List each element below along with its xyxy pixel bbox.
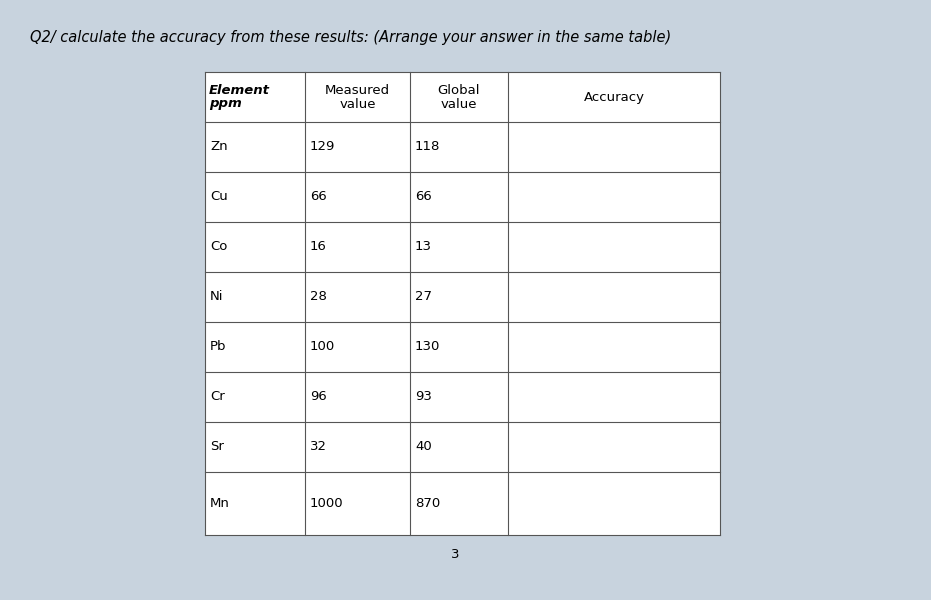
Text: 32: 32	[310, 440, 327, 454]
Text: 100: 100	[310, 340, 335, 353]
Text: Pb: Pb	[210, 340, 226, 353]
Text: 66: 66	[415, 191, 432, 203]
Text: 3: 3	[451, 548, 459, 561]
Text: 118: 118	[415, 140, 440, 154]
Text: Cr: Cr	[210, 391, 224, 403]
Text: value: value	[339, 97, 376, 110]
Text: Element: Element	[209, 83, 270, 97]
Text: Q2/ calculate the accuracy from these results: (Arrange your answer in the same : Q2/ calculate the accuracy from these re…	[30, 30, 671, 45]
Text: 13: 13	[415, 241, 432, 253]
Text: 66: 66	[310, 191, 327, 203]
Text: 96: 96	[310, 391, 327, 403]
Text: Accuracy: Accuracy	[584, 91, 644, 103]
Text: 93: 93	[415, 391, 432, 403]
Text: 130: 130	[415, 340, 440, 353]
Text: value: value	[440, 97, 478, 110]
Bar	[205, 72, 720, 535]
Text: Cu: Cu	[210, 191, 228, 203]
Text: Global: Global	[438, 83, 480, 97]
Text: Measured: Measured	[325, 83, 390, 97]
Text: Zn: Zn	[210, 140, 227, 154]
Text: Ni: Ni	[210, 290, 223, 304]
Text: 870: 870	[415, 497, 440, 510]
Text: 16: 16	[310, 241, 327, 253]
Text: 129: 129	[310, 140, 335, 154]
Text: Co: Co	[210, 241, 227, 253]
Text: ppm: ppm	[209, 97, 242, 110]
Text: Mn: Mn	[210, 497, 230, 510]
Text: 28: 28	[310, 290, 327, 304]
Text: Sr: Sr	[210, 440, 223, 454]
Text: 27: 27	[415, 290, 432, 304]
Text: 1000: 1000	[310, 497, 344, 510]
Text: 40: 40	[415, 440, 432, 454]
